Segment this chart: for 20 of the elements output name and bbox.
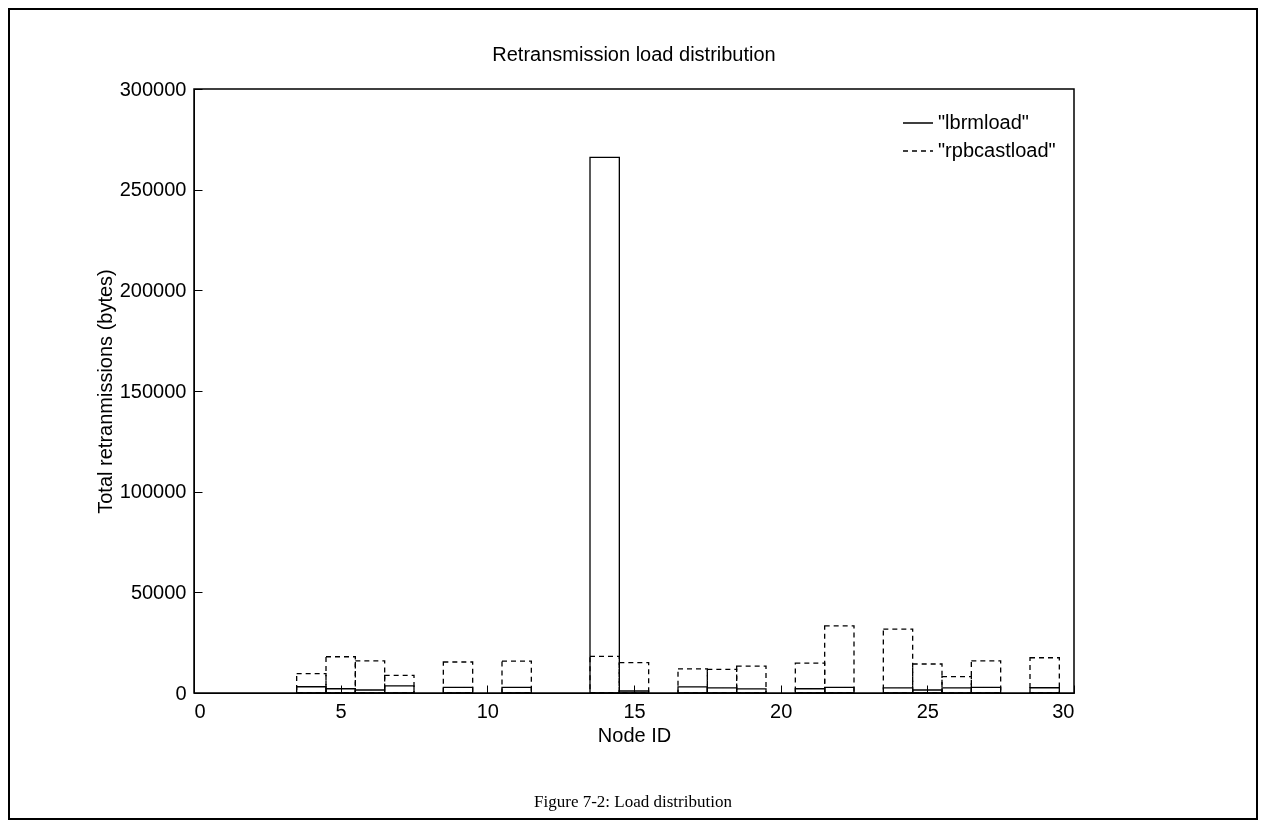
y-tick-label: 100000 xyxy=(119,480,187,503)
x-tick-label: 5 xyxy=(335,699,347,722)
chart-title: Retransmission load distribution xyxy=(492,43,776,65)
y-tick-label: 150000 xyxy=(119,379,187,402)
caption: Figure 7-2: Load distribution xyxy=(533,792,733,812)
x-tick-label: 0 xyxy=(194,699,206,722)
y-tick-label: 300000 xyxy=(119,77,187,100)
x-tick-label: 10 xyxy=(476,699,499,722)
y-tick-label: 200000 xyxy=(119,278,187,301)
y-tick-label: 250000 xyxy=(119,178,187,201)
y-tick-label: 50000 xyxy=(130,580,187,603)
x-tick-label: 25 xyxy=(916,699,939,722)
x-tick-label: 30 xyxy=(1052,699,1075,722)
x-tick-label: 15 xyxy=(623,699,646,722)
x-tick-label: 20 xyxy=(770,699,793,722)
y-axis-title: Total retranmissions (bytes) xyxy=(93,269,116,514)
legend-label: "lbrmload" xyxy=(938,111,1029,133)
x-axis-title: Node ID xyxy=(597,723,672,746)
legend-label: "rpbcastload" xyxy=(938,139,1056,161)
y-tick-label: 0 xyxy=(175,681,187,704)
